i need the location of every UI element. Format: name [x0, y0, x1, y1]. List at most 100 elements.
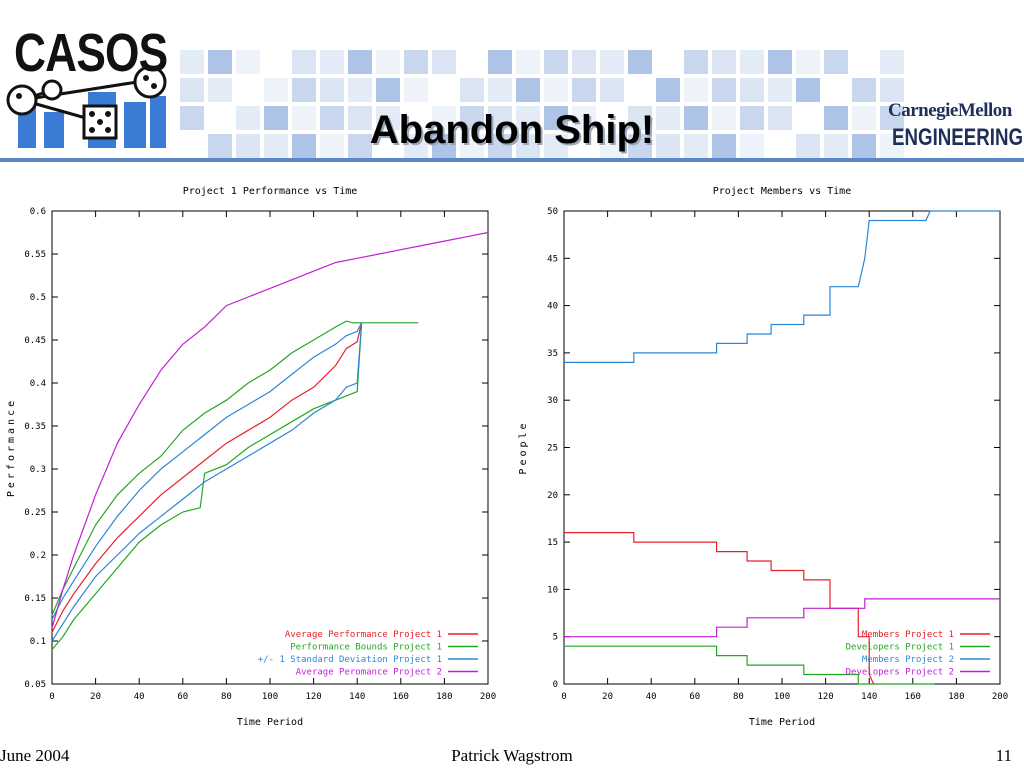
members-x-tick-label: 0 — [561, 692, 566, 702]
members-chart: Project Members vs Time 0 20 40 60 80 100 120 14… — [512, 178, 1024, 735]
header-block — [880, 134, 904, 158]
performance-y-tick-label: 0.35 — [24, 422, 46, 432]
header-block — [376, 78, 400, 102]
performance-y-tick-label: 0.2 — [30, 551, 46, 561]
members-x-tick-label: 160 — [905, 692, 921, 702]
header-block — [740, 106, 764, 130]
header-block — [684, 106, 708, 130]
header-block — [208, 134, 232, 158]
header-block — [712, 106, 736, 130]
header-block — [516, 106, 540, 130]
header-block — [544, 134, 568, 158]
members-y-tick-label: 10 — [547, 585, 558, 595]
performance-x-tick-label: 40 — [134, 692, 145, 702]
header-block — [348, 50, 372, 74]
header-block — [460, 106, 484, 130]
members-x-tick-label: 100 — [774, 692, 790, 702]
performance-y-tick-label: 0.55 — [24, 250, 46, 260]
performance-x-tick-label: 200 — [480, 692, 496, 702]
header-block — [684, 78, 708, 102]
header-block — [712, 78, 736, 102]
performance-series-average-peromance-project-2 — [51, 231, 489, 629]
members-x-tick-label: 180 — [948, 692, 964, 702]
performance-series-average-performance-project-1 — [51, 322, 363, 633]
header-block — [628, 134, 652, 158]
header-block — [320, 50, 344, 74]
header-block — [880, 50, 904, 74]
header-block — [180, 106, 204, 130]
header-block — [488, 50, 512, 74]
header-rule — [0, 158, 1024, 162]
members-y-tick-label: 0 — [553, 680, 558, 690]
header-block — [264, 78, 288, 102]
performance-series-performance-bounds-project-1 — [51, 320, 419, 616]
performance-legend-label: Performance Bounds Project 1 — [290, 643, 442, 653]
performance-y-tick-label: 0.45 — [24, 336, 46, 346]
header-block — [544, 78, 568, 102]
header-block — [768, 106, 792, 130]
header-block — [236, 106, 260, 130]
members-series-members-project-2 — [564, 210, 1000, 363]
header-block — [852, 134, 876, 158]
header-block — [796, 78, 820, 102]
header-block — [376, 106, 400, 130]
header-block — [600, 50, 624, 74]
members-y-tick-label: 50 — [547, 207, 558, 217]
members-series-developers-project-2 — [564, 598, 1000, 638]
header-block — [712, 50, 736, 74]
header-block — [824, 106, 848, 130]
members-x-tick-label: 120 — [817, 692, 833, 702]
header-block — [404, 134, 428, 158]
members-y-tick-label: 20 — [547, 491, 558, 501]
header-block — [880, 78, 904, 102]
header-block — [208, 78, 232, 102]
performance-y-tick-label: 0.15 — [24, 594, 46, 604]
performance-plot-frame — [51, 210, 489, 685]
members-x-tick-label: 80 — [733, 692, 744, 702]
header-block — [572, 50, 596, 74]
header-block — [544, 50, 568, 74]
performance-series-1-standard-deviation-project-1-lower — [51, 322, 363, 642]
members-legend-label: Members Project 2 — [862, 655, 954, 665]
header-block — [516, 78, 540, 102]
header-block — [824, 50, 848, 74]
header-block — [320, 106, 344, 130]
performance-x-tick-label: 80 — [221, 692, 232, 702]
header-block — [404, 78, 428, 102]
members-x-axis-label: Time Period — [749, 717, 815, 728]
header-block — [264, 106, 288, 130]
header-block — [236, 134, 260, 158]
performance-y-tick-label: 0.6 — [30, 207, 46, 217]
performance-y-axis-label: Performance — [6, 398, 17, 497]
casos-logo-icon — [6, 65, 167, 148]
header-block — [460, 134, 484, 158]
casos-logo-text: CASOS — [14, 23, 168, 83]
header-block — [320, 78, 344, 102]
members-y-tick-label: 40 — [547, 302, 558, 312]
header-block — [180, 78, 204, 102]
header-block — [544, 106, 568, 130]
header-block — [264, 134, 288, 158]
performance-y-tick-label: 0.3 — [30, 465, 46, 475]
header-block — [516, 50, 540, 74]
performance-y-tick-label: 0.4 — [30, 379, 46, 389]
performance-chart-svg: Project 1 Performance vs Time 0 20 40 60 80 10… — [6, 186, 496, 728]
header-block — [180, 50, 204, 74]
performance-x-tick-label: 140 — [349, 692, 365, 702]
header-block — [656, 78, 680, 102]
header-block — [628, 50, 652, 74]
header-block — [600, 78, 624, 102]
members-y-tick-label: 30 — [547, 396, 558, 406]
slide-header: CASOS Abandon Ship! CarnegieMellon ENGIN… — [0, 0, 1024, 168]
header-block — [740, 50, 764, 74]
members-y-axis-label: People — [518, 420, 529, 474]
members-plot-frame — [563, 210, 1001, 685]
header-block — [768, 50, 792, 74]
performance-legend-label: +/- 1 Standard Deviation Project 1 — [258, 655, 442, 665]
members-series-members-project-1 — [564, 532, 875, 685]
header-block — [740, 78, 764, 102]
performance-x-axis-label: Time Period — [237, 717, 303, 728]
members-series-developers-project-1 — [564, 645, 935, 685]
header-block — [320, 134, 344, 158]
